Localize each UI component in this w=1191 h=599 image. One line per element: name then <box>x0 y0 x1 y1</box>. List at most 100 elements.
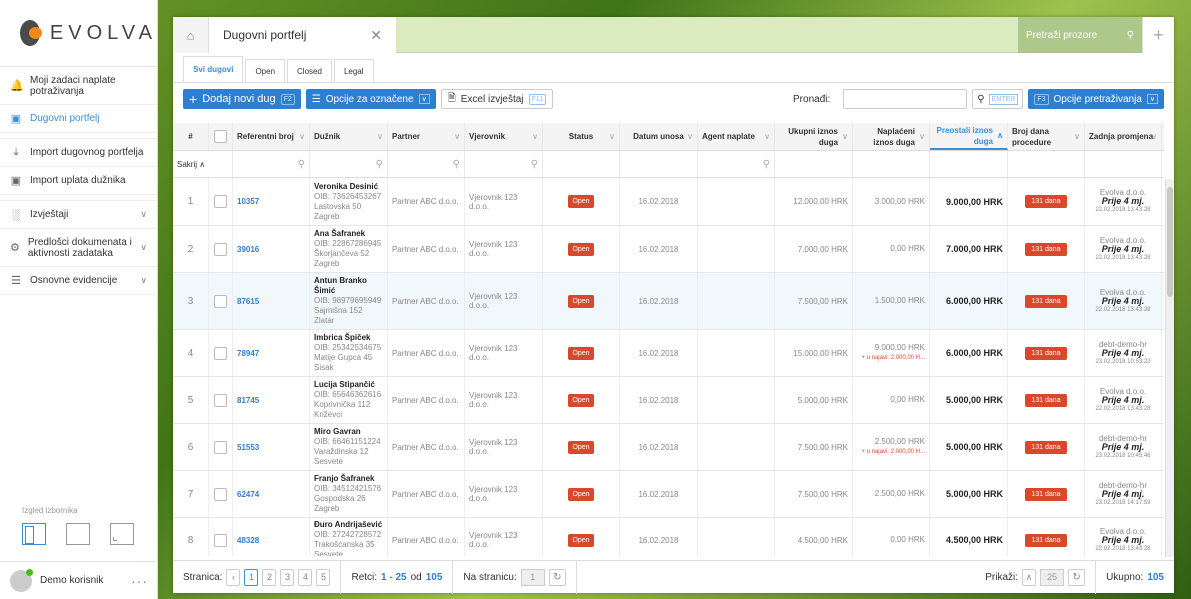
home-icon[interactable]: ⌂ <box>173 17 209 53</box>
search-options-button[interactable]: F3 Opcije pretraživanja ∨ <box>1028 89 1164 109</box>
table-row[interactable]: 5 81745 Lucija Stipančić OIB: 65646362616 Ko… <box>173 377 1164 424</box>
reference-link[interactable]: 48328 <box>237 535 260 545</box>
checkbox[interactable] <box>214 487 227 501</box>
filter-entry-date[interactable] <box>620 151 698 177</box>
page-size-up-button[interactable]: ∧ <box>1022 568 1037 586</box>
goto-page-input[interactable]: 1 <box>520 568 545 586</box>
col-total[interactable]: Ukupni iznos duga ∨ <box>775 123 853 150</box>
reference-link[interactable]: 87615 <box>237 296 260 306</box>
filter-debtor[interactable]: ⚲ <box>310 151 388 177</box>
col-agent[interactable]: Agent naplate ∨ <box>698 123 775 150</box>
find-button[interactable]: ⚲ ENTER <box>972 89 1024 109</box>
tab-debt-portfolio[interactable]: Dugovni portfelj ✕ <box>209 17 396 53</box>
checkbox[interactable] <box>214 533 227 547</box>
filter-reference[interactable]: ⚲ <box>233 151 310 177</box>
filter-status[interactable] <box>543 151 620 177</box>
row-checkbox-cell[interactable] <box>209 178 233 225</box>
page-button-5[interactable]: 5 <box>316 568 331 586</box>
logo[interactable]: EVOLVA <box>0 0 157 67</box>
filter-paid[interactable] <box>853 151 930 177</box>
close-icon[interactable]: ✕ <box>370 26 382 43</box>
row-checkbox-cell[interactable] <box>209 273 233 329</box>
table-row[interactable]: 6 51553 Miro Gavran OIB: 66461151224 Varaždi… <box>173 424 1164 471</box>
hide-filter-toggle[interactable]: Sakrij ∧ <box>173 151 233 177</box>
row-checkbox-cell[interactable] <box>209 518 233 556</box>
page-button-2[interactable]: 2 <box>262 568 277 586</box>
table-row[interactable]: 2 39016 Ana Šafranek OIB: 22867286945 Škorja… <box>173 226 1164 273</box>
reference-link[interactable]: 81745 <box>237 395 260 405</box>
row-checkbox-cell[interactable] <box>209 330 233 376</box>
layout-collapsed-icon[interactable] <box>66 523 90 545</box>
table-row[interactable]: 8 48328 Đuro Andrijašević OIB: 27242728572 T… <box>173 518 1164 556</box>
row-checkbox-cell[interactable] <box>209 424 233 470</box>
row-checkbox-cell[interactable] <box>209 377 233 423</box>
find-input[interactable] <box>843 89 968 109</box>
table-scrollbar[interactable] <box>1165 179 1174 557</box>
add-window-button[interactable]: + <box>1142 17 1174 53</box>
col-paid[interactable]: Naplaćeni iznos duga ∨ <box>853 123 930 150</box>
filter-total[interactable] <box>775 151 853 177</box>
table-row[interactable]: 3 87615 Antun Branko Šimić OIB: 98979695949… <box>173 273 1164 330</box>
page-button-4[interactable]: 4 <box>298 568 313 586</box>
reference-link[interactable]: 62474 <box>237 489 260 499</box>
tab-legal[interactable]: Legal <box>333 59 374 82</box>
filter-creditor[interactable]: ⚲ <box>465 151 543 177</box>
sidebar-item-import-portfolio[interactable]: ⤓ Import dugovnog portfelja <box>0 139 157 167</box>
col-status[interactable]: Status ∨ <box>543 123 620 150</box>
avatar[interactable] <box>10 568 33 592</box>
row-checkbox-cell[interactable] <box>209 226 233 272</box>
tab-open[interactable]: Open <box>245 59 286 82</box>
checkbox[interactable] <box>214 440 227 454</box>
selected-options-button[interactable]: ☰ Opcije za označene ∨ <box>305 89 436 109</box>
col-partner[interactable]: Partner ∨ <box>388 123 465 150</box>
reference-link[interactable]: 39016 <box>237 244 260 254</box>
filter-agent[interactable]: ⚲ <box>698 151 775 177</box>
checkbox[interactable] <box>214 242 227 256</box>
filter-remaining[interactable] <box>930 151 1008 177</box>
excel-report-button[interactable]: 🗎 Excel izvještaj F11 <box>440 89 554 109</box>
col-days[interactable]: Broj dana procedure ∨ <box>1008 123 1085 150</box>
col-debtor[interactable]: Dužnik ∨ <box>310 123 388 150</box>
col-remaining[interactable]: Preostali iznos duga ∧ <box>930 123 1008 150</box>
col-reference[interactable]: Referentni broj ∨ <box>233 123 310 150</box>
layout-minimal-icon[interactable] <box>110 523 134 545</box>
col-entry-date[interactable]: Datum unosa ∨ <box>620 123 698 150</box>
checkbox[interactable] <box>214 195 227 208</box>
table-row[interactable]: 1 10357 Veronika Desinić OIB: 73626453267 La… <box>173 178 1164 226</box>
sidebar-item-basic-records[interactable]: ☰ Osnovne evidencije ∨ <box>0 267 157 295</box>
table-row[interactable]: 7 62474 Franjo Šafranek OIB: 34512421576 Gos… <box>173 471 1164 518</box>
filter-last-change[interactable] <box>1085 151 1162 177</box>
table-row[interactable]: 4 78947 Imbrica Špiček OIB: 25342534675 Mati… <box>173 330 1164 377</box>
add-debt-button[interactable]: + Dodaj novi dug F2 <box>183 89 301 109</box>
prev-page-button[interactable]: ‹ <box>226 568 241 586</box>
page-button-1[interactable]: 1 <box>244 568 259 586</box>
tab-closed[interactable]: Closed <box>287 59 332 82</box>
sidebar-item-reports[interactable]: ░ Izvještaji ∨ <box>0 201 157 229</box>
page-button-3[interactable]: 3 <box>280 568 295 586</box>
page-size-input[interactable]: 25 <box>1040 568 1065 586</box>
tab-all-debts[interactable]: Svi dugovi <box>183 56 244 82</box>
checkbox[interactable] <box>214 130 227 143</box>
filter-partner[interactable]: ⚲ <box>388 151 465 177</box>
col-last-change[interactable]: Zadnja promjena ∨ <box>1085 123 1162 150</box>
user-name[interactable]: Demo korisnik <box>40 575 104 586</box>
reference-link[interactable]: 78947 <box>237 348 260 358</box>
more-icon[interactable]: ··· <box>131 572 148 589</box>
refresh-icon[interactable]: ↻ <box>1068 568 1086 586</box>
refresh-icon[interactable]: ↻ <box>548 568 566 586</box>
col-creditor[interactable]: Vjerovnik ∨ <box>465 123 543 150</box>
reference-link[interactable]: 10357 <box>237 197 260 206</box>
row-checkbox-cell[interactable] <box>209 471 233 517</box>
sidebar-item-debt-portfolio[interactable]: ▣ Dugovni portfelj <box>0 105 157 133</box>
select-all-checkbox[interactable] <box>209 123 233 150</box>
reference-link[interactable]: 51553 <box>237 442 260 452</box>
sidebar-item-tasks[interactable]: 🔔 Moji zadaci naplate potraživanja <box>0 67 157 105</box>
sidebar-item-templates[interactable]: ⚙ Predlošci dokumenata i aktivnosti zada… <box>0 229 157 267</box>
checkbox[interactable] <box>214 393 227 407</box>
checkbox[interactable] <box>214 346 227 360</box>
window-search[interactable]: Pretraži prozore ⚲ <box>1018 17 1142 53</box>
scrollbar-thumb[interactable] <box>1167 187 1173 297</box>
layout-expanded-icon[interactable] <box>22 523 46 545</box>
sidebar-item-import-payments[interactable]: ▣ Import uplata dužnika <box>0 167 157 195</box>
filter-days[interactable] <box>1008 151 1085 177</box>
